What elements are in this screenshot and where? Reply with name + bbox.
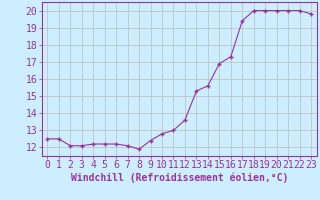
X-axis label: Windchill (Refroidissement éolien,°C): Windchill (Refroidissement éolien,°C) bbox=[70, 173, 288, 183]
